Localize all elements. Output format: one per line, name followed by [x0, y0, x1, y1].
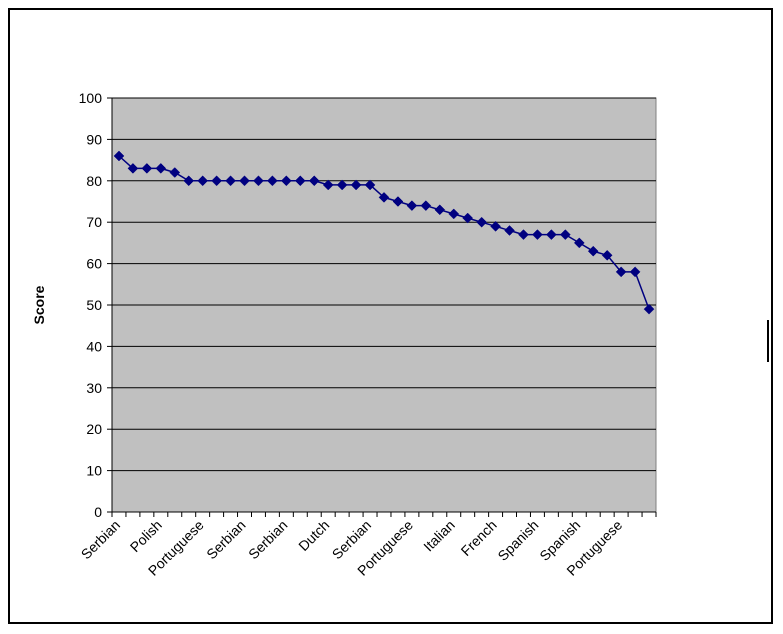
data-point-marker — [141, 163, 153, 174]
x-tick-label: Dutch — [295, 517, 332, 554]
data-point-marker — [615, 266, 627, 278]
data-point-marker — [225, 175, 236, 187]
data-point-marker — [294, 175, 306, 187]
y-tick-label: 40 — [86, 338, 102, 354]
data-point-marker — [462, 212, 474, 224]
x-tick-label: Italian — [420, 517, 458, 555]
data-point-marker — [211, 175, 222, 187]
data-point-marker — [253, 175, 264, 187]
data-point-marker — [155, 163, 167, 174]
data-point-marker — [434, 204, 446, 216]
data-point-marker — [448, 208, 460, 220]
y-tick-label: 70 — [86, 214, 102, 230]
data-point-marker — [267, 175, 278, 187]
data-point-marker — [546, 229, 557, 240]
data-point-marker — [364, 179, 376, 191]
data-point-marker — [420, 200, 432, 211]
x-tick-label: Polish — [127, 517, 165, 555]
data-point-marker — [504, 225, 515, 236]
y-tick-label: 10 — [86, 463, 102, 479]
data-point-marker — [169, 167, 181, 178]
data-point-marker — [378, 192, 390, 203]
x-tick-label: Spanish — [494, 517, 541, 564]
data-point-marker — [629, 266, 641, 278]
y-tick-label: 30 — [86, 380, 102, 396]
y-tick-label: 50 — [86, 297, 102, 313]
data-point-marker — [113, 150, 125, 162]
x-tick-label: Serbian — [203, 517, 248, 562]
data-point-marker — [518, 229, 529, 240]
data-point-marker — [532, 229, 543, 240]
data-point-marker — [183, 175, 195, 187]
y-tick-label: 100 — [79, 90, 103, 106]
data-point-marker — [559, 229, 571, 240]
data-point-marker — [308, 175, 320, 187]
y-axis-label: Score — [31, 285, 47, 324]
x-tick-label: Serbian — [78, 517, 123, 562]
data-point-marker — [322, 179, 334, 191]
data-point-marker — [476, 216, 487, 228]
data-point-marker — [392, 196, 404, 207]
data-point-marker — [587, 245, 599, 257]
data-point-marker — [281, 175, 292, 187]
y-tick-label: 90 — [86, 131, 102, 147]
y-tick-label: 60 — [86, 256, 102, 272]
y-tick-label: 20 — [86, 421, 102, 437]
data-point-marker — [643, 303, 655, 315]
data-point-marker — [197, 175, 209, 187]
data-point-marker — [601, 249, 613, 261]
y-tick-label: 80 — [86, 173, 102, 189]
text-cursor-mark — [767, 320, 769, 362]
data-point-marker — [490, 220, 501, 232]
y-tick-label: 0 — [94, 504, 102, 520]
data-point-marker — [127, 163, 139, 174]
data-point-marker — [406, 200, 418, 211]
data-point-marker — [573, 237, 585, 249]
data-point-marker — [336, 179, 348, 191]
data-point-marker — [239, 175, 250, 187]
x-tick-label: Serbian — [245, 517, 290, 562]
data-point-marker — [350, 179, 362, 191]
